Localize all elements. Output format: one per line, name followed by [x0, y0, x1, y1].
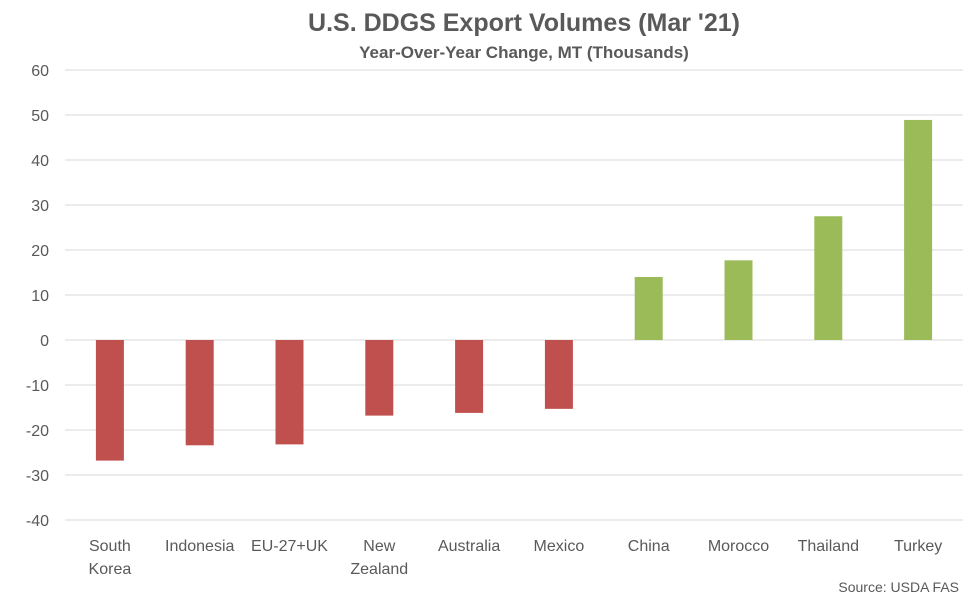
x-category-label: Turkey: [894, 538, 942, 555]
bar: [95, 340, 124, 461]
x-category-label: Thailand: [798, 538, 859, 555]
y-tick-label: -40: [26, 513, 49, 530]
x-category-label-line: Australia: [438, 538, 500, 555]
bar: [814, 216, 843, 340]
x-category-label-line: Thailand: [798, 538, 859, 555]
chart-subtitle: Year-Over-Year Change, MT (Thousands): [359, 43, 689, 62]
x-category-label: Indonesia: [165, 538, 234, 555]
x-category-label: Morocco: [708, 538, 769, 555]
y-tick-label: 40: [31, 153, 49, 170]
x-category-label: EU-27+UK: [251, 538, 328, 555]
x-category-label: New Zealand: [350, 538, 408, 578]
x-category-label-line: Mexico: [534, 538, 585, 555]
x-category-label-line: EU-27+UK: [251, 538, 328, 555]
x-category-label: South Korea: [89, 538, 132, 578]
y-axis-tick-labels: 60 50 40 30 20 10 0 -10 -20 -30 -40: [26, 63, 49, 530]
bar: [724, 260, 753, 340]
y-tick-label: -30: [26, 468, 49, 485]
x-category-label-line: Morocco: [708, 538, 769, 555]
bar: [365, 340, 394, 416]
x-axis-category-labels: South Korea Indonesia EU-27+UK New Zealand Aus…: [89, 538, 943, 578]
bar: [185, 340, 214, 446]
gridlines: [65, 69, 963, 521]
x-category-label-line: Turkey: [894, 538, 942, 555]
bar: [275, 340, 304, 445]
y-tick-label: -10: [26, 378, 49, 395]
x-category-label: China: [628, 538, 670, 555]
chart-title: U.S. DDGS Export Volumes (Mar '21): [308, 9, 740, 37]
x-category-label: Mexico: [534, 538, 585, 555]
bar: [634, 277, 663, 340]
y-tick-label: 60: [31, 63, 49, 80]
y-tick-label: 0: [40, 333, 49, 350]
y-tick-label: 20: [31, 243, 49, 260]
bar: [544, 340, 573, 409]
x-category-label-line: Indonesia: [165, 538, 234, 555]
x-category-label-line: South: [89, 538, 131, 555]
bar: [455, 340, 484, 413]
bar: [904, 119, 933, 340]
x-category-label-line: Zealand: [350, 561, 408, 578]
y-tick-label: 10: [31, 288, 49, 305]
x-category-label-line: China: [628, 538, 670, 555]
y-tick-label: 30: [31, 198, 49, 215]
x-category-label: Australia: [438, 538, 500, 555]
source-note: Source: USDA FAS: [838, 579, 959, 595]
x-category-label-line: Korea: [89, 561, 132, 578]
bars: [95, 119, 933, 461]
y-tick-label: 50: [31, 108, 49, 125]
y-tick-label: -20: [26, 423, 49, 440]
x-category-label-line: New: [363, 538, 395, 555]
